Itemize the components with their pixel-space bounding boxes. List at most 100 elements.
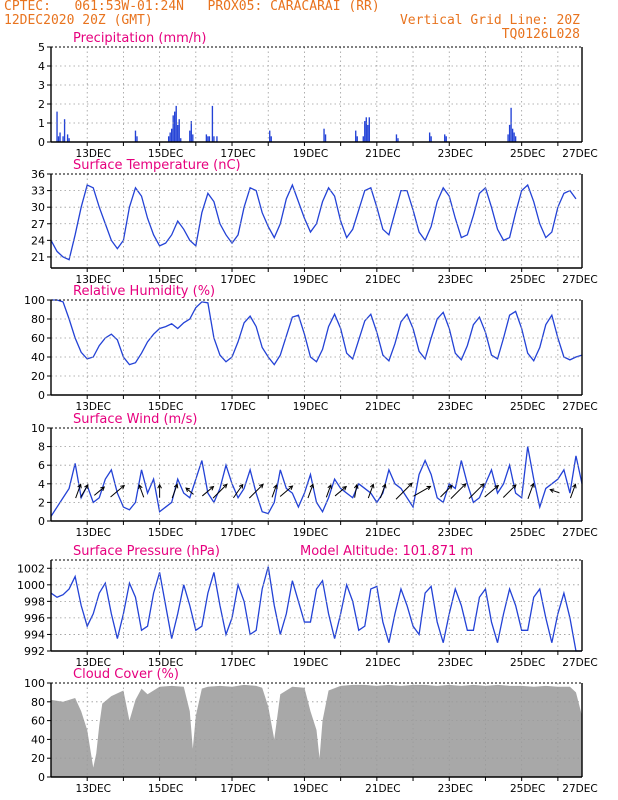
wind-arrow-shaft: [334, 486, 347, 497]
precip-bar: [66, 134, 69, 142]
y-tick-label: 5: [38, 41, 45, 54]
precip-bar: [511, 128, 514, 142]
chart-panel-0: 0 1 2 3 4 5 13DEC 15DEC 17DEC 19DEC 21DEC 23DEC 25DE…: [38, 31, 598, 160]
precip-bar: [63, 119, 66, 142]
panel-annotation: Model Altitude: 101.871 m: [300, 544, 473, 559]
x-tick-label: 25DEC: [510, 527, 545, 539]
wind-arrow-head: [185, 487, 191, 492]
x-tick-label: 13DEC: [76, 657, 111, 669]
precip-bar: [178, 119, 180, 142]
wind-arrow-head: [77, 483, 82, 489]
wind-arrow-shaft: [550, 489, 560, 494]
x-tick-label: 15DEC: [148, 148, 183, 160]
wind-arrow-head: [511, 484, 517, 489]
wind-arrow-shaft: [185, 487, 194, 495]
wind-arrow-shaft: [527, 483, 534, 500]
precip-bar: [208, 136, 211, 142]
y-tick-label: 998: [24, 595, 45, 608]
x-tick-label: 21DEC: [365, 401, 400, 413]
precip-bar: [175, 105, 177, 142]
precip-bar: [324, 134, 327, 142]
x-tick-label: 15DEC: [148, 783, 183, 795]
precip-bar: [62, 136, 64, 142]
series-line: [50, 183, 577, 261]
header-run-time: 12DEC2020 20Z (GMT): [4, 13, 153, 28]
x-tick-label: 19DEC: [293, 527, 328, 539]
y-tick-label: 1: [38, 117, 45, 130]
y-tick-label: 36: [31, 168, 45, 181]
precip-bar: [355, 130, 357, 142]
precip-bar: [192, 134, 194, 142]
series-line: [50, 566, 582, 652]
x-tick-label: 19DEC: [293, 274, 328, 286]
precip-bar: [189, 130, 191, 142]
y-tick-label: 1002: [17, 562, 45, 575]
x-tick-label: 21DEC: [365, 657, 400, 669]
wind-arrow-head: [572, 483, 577, 489]
x-tick-label: 25DEC: [510, 401, 545, 413]
x-tick-label: 21DEC: [365, 783, 400, 795]
precip-bar: [134, 130, 137, 142]
x-tick-label: 21DEC: [365, 148, 400, 160]
precip-bar: [445, 136, 447, 142]
x-tick-label: 25DEC: [510, 148, 545, 160]
chart-panel-4: 992 994 996 998 1000 1002 13DEC 15DEC 17DEC 19DEC…: [17, 544, 598, 669]
y-tick-label: 24: [31, 234, 45, 247]
wind-arrow-shaft: [325, 484, 332, 498]
x-tick-label: 17DEC: [220, 527, 255, 539]
panel-title: Relative Humidity (%): [73, 284, 215, 299]
panel-title: Surface Temperature (nC): [73, 158, 241, 173]
y-tick-label: 33: [31, 185, 45, 198]
y-tick-label: 40: [31, 733, 45, 746]
x-tick-label: 23DEC: [438, 527, 473, 539]
panel-title: Surface Pressure (hPa): [73, 544, 220, 559]
cloud-cover-area: [51, 684, 582, 777]
series-line: [50, 446, 583, 517]
precip-bar: [364, 121, 366, 142]
x-tick-label: 23DEC: [438, 783, 473, 795]
wind-arrow-shaft: [413, 485, 431, 497]
y-tick-label: 4: [38, 478, 45, 491]
y-tick-label: 100: [24, 677, 45, 690]
series-line: [51, 299, 583, 366]
precip-bar: [177, 124, 179, 142]
precip-bar: [430, 136, 432, 142]
precip-bar: [207, 136, 209, 142]
wind-arrow-head: [84, 484, 89, 489]
y-tick-label: 30: [31, 201, 45, 214]
wind-arrow-shaft: [279, 485, 293, 497]
x-tick-label: 15DEC: [148, 274, 183, 286]
wind-arrow-shaft: [367, 484, 374, 499]
precip-bar: [513, 132, 515, 142]
wind-arrow-shaft: [212, 484, 228, 499]
precip-bar: [136, 136, 138, 142]
y-tick-label: 8: [38, 441, 45, 454]
wind-arrow-head: [530, 482, 535, 488]
precip-bar: [56, 111, 58, 142]
precip-bar: [514, 136, 517, 142]
wind-arrow-shaft: [233, 484, 244, 499]
wind-arrow-shaft: [138, 484, 145, 498]
precip-bar: [167, 136, 170, 142]
wind-arrow-shaft: [271, 484, 277, 498]
y-tick-label: 2: [38, 98, 45, 111]
x-tick-label: 27DEC: [562, 657, 597, 669]
precip-bar: [444, 134, 446, 142]
precip-bar: [213, 136, 215, 142]
wind-arrow-head: [461, 483, 467, 488]
x-tick-label: 19DEC: [293, 783, 328, 795]
y-tick-label: 80: [31, 313, 45, 326]
wind-arrow-head: [157, 483, 162, 489]
precip-bar: [362, 136, 364, 142]
wind-arrow-shaft: [201, 486, 214, 497]
x-tick-label: 17DEC: [220, 657, 255, 669]
x-tick-label: 21DEC: [365, 527, 400, 539]
wind-arrow-head: [408, 482, 413, 488]
wind-arrow-head: [342, 485, 348, 491]
x-tick-label: 13DEC: [76, 401, 111, 413]
y-tick-label: 40: [31, 351, 45, 364]
y-tick-label: 60: [31, 715, 45, 728]
chart-panel-1: 21 24 27 30 33 36 13DEC 15DEC 17DEC 19DEC 21DEC 23D…: [31, 158, 598, 286]
precip-bar: [510, 107, 512, 142]
precip-bar: [356, 136, 358, 142]
